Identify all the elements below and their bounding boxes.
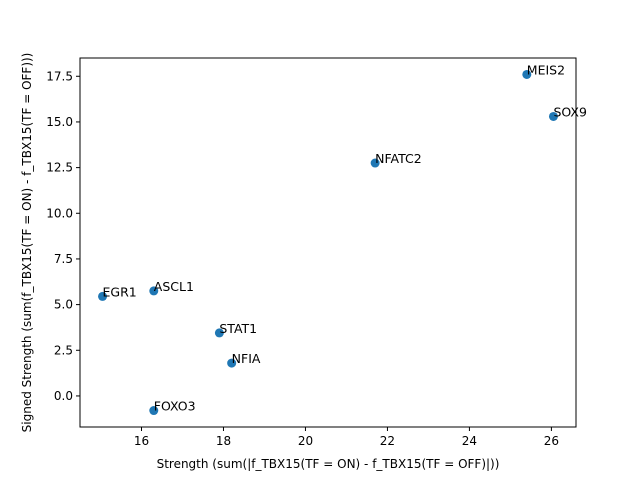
data-point bbox=[98, 291, 108, 301]
y-tick-label: 7.5 bbox=[54, 252, 73, 266]
data-points bbox=[98, 69, 558, 416]
data-point bbox=[548, 111, 558, 121]
data-point bbox=[149, 286, 159, 296]
point-labels: MEIS2 SOX9 NFATC2 EGR1 ASCL1 STAT1 NFIA FOXO3 bbox=[103, 62, 587, 413]
point-label: FOXO3 bbox=[154, 399, 196, 414]
data-point bbox=[149, 406, 159, 416]
point-label: NFIA bbox=[232, 351, 261, 366]
x-tick-label: 26 bbox=[544, 434, 559, 448]
data-point bbox=[214, 328, 224, 338]
y-tick-label: 12.5 bbox=[46, 161, 73, 175]
point-label: NFATC2 bbox=[375, 151, 422, 166]
axis-ticks: 16 18 20 22 24 26 0.0 2.5 5.0 7.5 10.0 12.5 15.0 17.5 bbox=[46, 69, 559, 448]
y-tick-label: 0.0 bbox=[54, 389, 73, 403]
point-label: SOX9 bbox=[553, 104, 587, 119]
y-tick-label: 2.5 bbox=[54, 343, 73, 357]
y-tick-label: 15.0 bbox=[46, 115, 73, 129]
plot-frame bbox=[79, 57, 577, 428]
plot-area bbox=[80, 58, 576, 427]
point-label: MEIS2 bbox=[527, 62, 565, 77]
y-tick-label: 17.5 bbox=[46, 69, 73, 83]
data-point bbox=[370, 158, 380, 168]
data-point bbox=[227, 358, 237, 368]
x-tick-label: 24 bbox=[462, 434, 477, 448]
x-tick-label: 22 bbox=[380, 434, 395, 448]
point-label: STAT1 bbox=[219, 321, 257, 336]
point-label: EGR1 bbox=[103, 284, 137, 299]
x-tick-label: 20 bbox=[298, 434, 313, 448]
y-axis-label: Signed Strength (sum(f_TBX15(TF = ON) - … bbox=[20, 53, 34, 433]
x-tick-label: 18 bbox=[216, 434, 231, 448]
point-label: ASCL1 bbox=[154, 279, 194, 294]
x-tick-label: 16 bbox=[134, 434, 149, 448]
data-point bbox=[522, 69, 532, 79]
y-tick-label: 10.0 bbox=[46, 206, 73, 220]
y-tick-label: 5.0 bbox=[54, 298, 73, 312]
x-axis-label: Strength (sum(|f_TBX15(TF = ON) - f_TBX1… bbox=[157, 457, 500, 471]
